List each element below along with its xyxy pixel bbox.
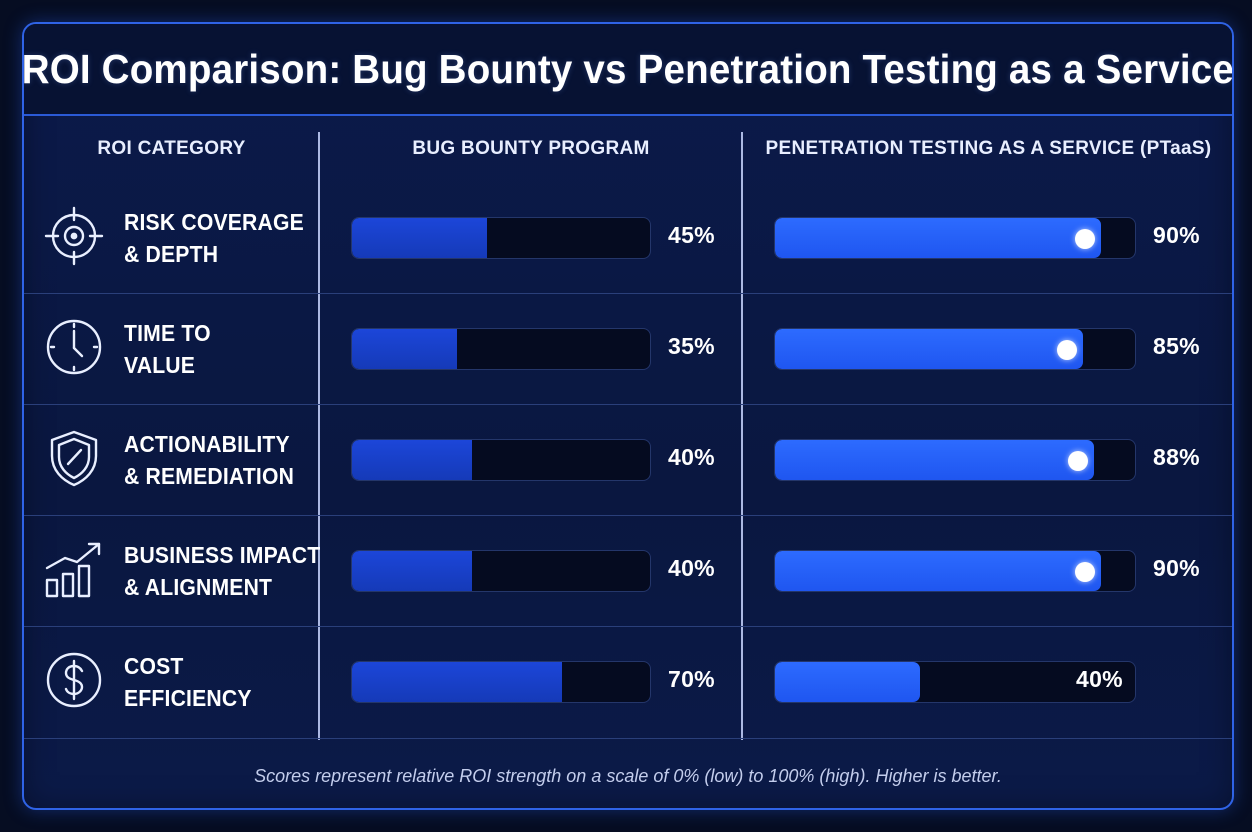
ptaas-value-label: 90%	[1153, 555, 1200, 581]
shield-check-icon	[42, 426, 106, 490]
category-label-line: COST	[124, 653, 184, 679]
dollar-icon	[42, 648, 106, 712]
category-label: COST EFFICIENCY	[124, 650, 308, 714]
ptaas-bar	[775, 662, 920, 702]
bug-bounty-value-label: 70%	[668, 666, 715, 692]
bug-bounty-bar-track	[351, 439, 651, 481]
bar-end-marker	[1068, 451, 1088, 471]
bug-bounty-bar-track	[351, 661, 651, 703]
row-divider	[24, 293, 1232, 294]
category-label-line: ACTIONABILITY	[124, 431, 290, 457]
ptaas-value-label: 40%	[1076, 666, 1123, 692]
bug-bounty-bar	[352, 218, 487, 258]
bug-bounty-value-label: 35%	[668, 333, 715, 359]
ptaas-bar-track	[774, 328, 1136, 370]
category-label: TIME TO VALUE	[124, 317, 308, 381]
category-label: ACTIONABILITY & REMEDIATION	[124, 428, 308, 492]
category-label-line: BUSINESS IMPACT	[124, 542, 321, 568]
bug-bounty-bar-track	[351, 328, 651, 370]
bug-bounty-bar-track	[351, 217, 651, 259]
bug-bounty-value-label: 45%	[668, 222, 715, 248]
chart-footnote: Scores represent relative ROI strength o…	[254, 765, 1002, 786]
category-label: RISK COVERAGE & DEPTH	[124, 206, 308, 270]
category-label-line: EFFICIENCY	[124, 685, 252, 711]
category-label-line: & ALIGNMENT	[124, 574, 273, 600]
chart-row: COST EFFICIENCY 70% 40%	[24, 626, 1232, 737]
bug-bounty-value-label: 40%	[668, 555, 715, 581]
row-divider	[24, 515, 1232, 516]
title-bar: ROI Comparison: Bug Bounty vs Penetratio…	[24, 24, 1232, 116]
column-header-category: ROI CATEGORY	[97, 138, 246, 159]
bug-bounty-bar	[352, 329, 457, 369]
ptaas-value-label: 85%	[1153, 333, 1200, 359]
ptaas-bar-track	[774, 439, 1136, 481]
category-label-line: VALUE	[124, 352, 196, 378]
chart-row: ACTIONABILITY & REMEDIATION 40% 88%	[24, 404, 1232, 515]
ptaas-bar-track	[774, 661, 1136, 703]
ptaas-bar	[775, 440, 1094, 480]
column-divider	[741, 132, 743, 740]
clock-icon	[42, 315, 106, 379]
row-divider	[24, 626, 1232, 627]
chart-title: ROI Comparison: Bug Bounty vs Penetratio…	[22, 45, 1234, 92]
category-label-line: & REMEDIATION	[124, 463, 295, 489]
bar-end-marker	[1057, 340, 1077, 360]
ptaas-bar	[775, 329, 1083, 369]
ptaas-bar-track	[774, 217, 1136, 259]
ptaas-bar	[775, 218, 1101, 258]
category-label-line: & DEPTH	[124, 241, 219, 267]
chart-row: RISK COVERAGE & DEPTH 45% 90%	[24, 182, 1232, 293]
chart-row: BUSINESS IMPACT & ALIGNMENT 40% 90%	[24, 515, 1232, 626]
bar-end-marker	[1075, 229, 1095, 249]
category-label-line: TIME TO	[124, 320, 211, 346]
footer-divider	[24, 738, 1232, 739]
chart-frame: ROI Comparison: Bug Bounty vs Penetratio…	[22, 22, 1234, 810]
column-header-bug-bounty: BUG BOUNTY PROGRAM	[412, 138, 650, 159]
chart-row: TIME TO VALUE 35% 85%	[24, 293, 1232, 404]
ptaas-bar-track	[774, 550, 1136, 592]
category-label-line: RISK COVERAGE	[124, 209, 304, 235]
growth-chart-icon	[42, 537, 106, 601]
ptaas-value-label: 90%	[1153, 222, 1200, 248]
bug-bounty-bar	[352, 551, 472, 591]
ptaas-value-label: 88%	[1153, 444, 1200, 470]
column-header-ptaas: PENETRATION TESTING AS A SERVICE (PTaaS)	[765, 138, 1212, 159]
row-divider	[24, 404, 1232, 405]
ptaas-bar	[775, 551, 1101, 591]
bug-bounty-value-label: 40%	[668, 444, 715, 470]
crosshair-icon	[42, 204, 106, 268]
bug-bounty-bar-track	[351, 550, 651, 592]
category-label: BUSINESS IMPACT & ALIGNMENT	[124, 539, 321, 603]
bug-bounty-bar	[352, 662, 562, 702]
bar-end-marker	[1075, 562, 1095, 582]
column-divider	[318, 132, 320, 740]
bug-bounty-bar	[352, 440, 472, 480]
